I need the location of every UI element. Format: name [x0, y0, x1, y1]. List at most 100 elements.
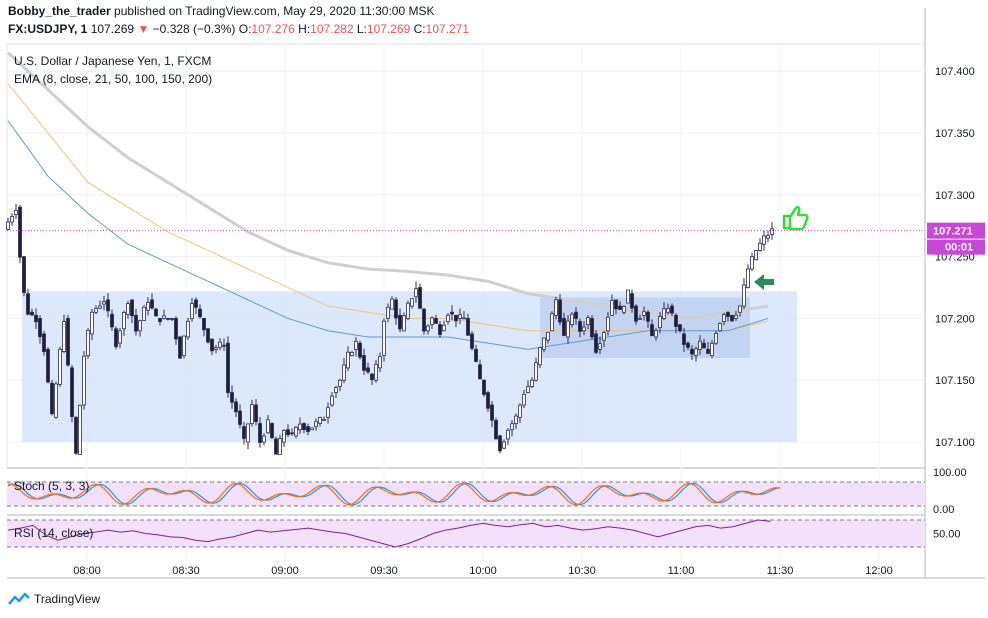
candle-body [262, 435, 266, 443]
candle-body [70, 367, 74, 417]
high-value: 107.282 [310, 22, 354, 36]
candle-body [486, 392, 490, 409]
open-value: 107.276 [251, 22, 295, 36]
inner-range-box [540, 297, 750, 358]
candle-body [618, 305, 622, 310]
candle-body [298, 423, 302, 431]
footer-brand[interactable]: TradingView [8, 592, 100, 606]
candle-body [630, 293, 634, 309]
stoch-d-line [7, 482, 781, 506]
candle-body [354, 341, 358, 350]
candle-body [454, 314, 458, 322]
candle-body [222, 344, 226, 347]
low-value: 107.269 [366, 22, 411, 36]
price-tick-label: 107.350 [935, 128, 975, 140]
candle-body [234, 401, 238, 413]
thumbs-up-icon [782, 205, 809, 231]
candle-body [170, 318, 174, 320]
candle-body [578, 321, 582, 332]
author-name[interactable]: Bobby_the_trader [8, 4, 111, 18]
candle-body [402, 315, 406, 332]
candle-body [198, 308, 202, 318]
candle-body [422, 308, 426, 332]
candle-body [594, 333, 598, 353]
candle-body [86, 330, 90, 356]
candle-body [378, 356, 382, 369]
candle-body [106, 299, 110, 312]
candle-body [494, 420, 498, 440]
last-price-tag [927, 222, 985, 239]
candle-body [502, 441, 506, 449]
candle-body [194, 299, 198, 308]
candle-body [314, 421, 318, 427]
candle-body [366, 367, 370, 373]
candle-body [522, 394, 526, 406]
candle-body [50, 382, 54, 415]
candle-body [374, 364, 378, 381]
candle-body [30, 311, 34, 316]
candle-body [362, 355, 366, 371]
candle-body [6, 221, 10, 230]
candle-body [758, 242, 762, 251]
candle-body [702, 342, 706, 349]
candle-body [118, 330, 122, 344]
candle-body [178, 336, 182, 359]
green-arrow-icon [754, 274, 774, 290]
published-text: published on TradingView.com, May 29, 20… [114, 4, 435, 18]
candle-body [686, 342, 690, 348]
candle-body [646, 311, 650, 322]
candle-body [386, 306, 390, 319]
candle-body [330, 395, 334, 406]
candle-body [698, 340, 702, 350]
candle-body [694, 348, 698, 356]
change-value: −0.328 (−0.3%) [152, 22, 236, 36]
candle-body [66, 318, 70, 366]
rsi-scale-label: 50.00 [933, 529, 961, 541]
candle-body [498, 435, 502, 452]
candle-body [566, 320, 570, 338]
candle-body [638, 317, 642, 320]
candle-body [58, 348, 62, 385]
candle-body [350, 351, 354, 356]
candle-body [266, 419, 270, 434]
candle-body [450, 311, 454, 315]
candle-body [614, 299, 618, 310]
candle-body [334, 387, 338, 393]
candle-body [10, 216, 14, 223]
candle-body [518, 404, 522, 418]
candle-body [558, 299, 562, 323]
candle-body [562, 318, 566, 336]
candle-body [302, 423, 306, 431]
candle-body [670, 305, 674, 314]
candle-body [622, 306, 626, 313]
countdown-tag [927, 239, 985, 255]
candle-body [446, 314, 450, 322]
candle-body [282, 430, 286, 443]
price-tick-label: 107.400 [935, 66, 975, 78]
candle-body [246, 423, 250, 443]
stoch-legend: Stoch (5, 3, 3) [14, 479, 90, 493]
price-tick-label: 107.300 [935, 190, 975, 202]
candle-body [142, 306, 146, 321]
candle-body [458, 314, 462, 319]
candle-body [294, 426, 298, 437]
price-tick-label: 107.150 [935, 375, 975, 387]
candle-body [574, 311, 578, 319]
time-tick-label: 12:00 [865, 565, 893, 577]
candle-body [174, 318, 178, 340]
candle-body [226, 342, 230, 394]
stoch-k-line [7, 482, 781, 506]
ema-fast-line [7, 120, 769, 350]
candle-body [418, 287, 422, 309]
candle-body [270, 423, 274, 439]
candle-body [658, 316, 662, 329]
candle-body [290, 432, 294, 435]
candle-body [506, 429, 510, 440]
countdown-tag-label: 00:01 [945, 242, 973, 254]
time-tick-label: 10:00 [469, 565, 497, 577]
candle-body [90, 311, 94, 335]
candle-body [318, 417, 322, 424]
candle-body [34, 314, 38, 323]
rsi-line [7, 519, 771, 548]
